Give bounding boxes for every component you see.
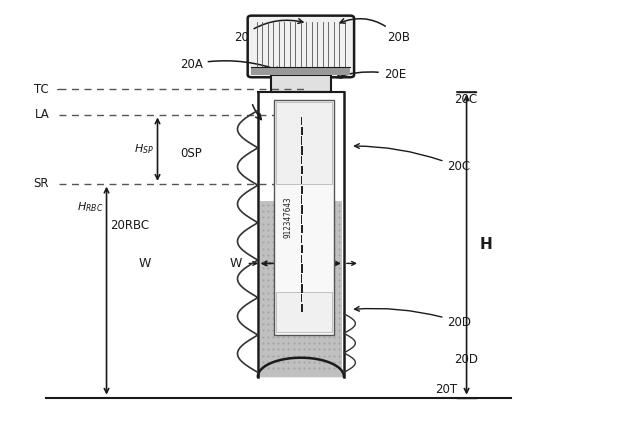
Bar [301,245,303,253]
Bar [271,75,331,92]
Text: 20E: 20E [337,68,406,81]
FancyBboxPatch shape [248,16,354,77]
Text: 20T: 20T [435,383,457,396]
Text: 20: 20 [234,19,303,43]
Polygon shape [258,358,344,376]
Text: 20C: 20C [454,93,477,106]
Bar [301,146,303,154]
Text: 20A: 20A [180,58,281,72]
Bar [301,265,303,273]
Bar [276,292,332,332]
Bar [301,166,303,174]
Bar [301,176,302,184]
Text: 20B: 20B [340,19,410,43]
Bar [301,284,303,292]
Text: TC: TC [35,83,49,96]
Text: W: W [230,257,242,270]
Text: $H_{RBC}$: $H_{RBC}$ [77,200,103,214]
Bar [301,294,302,303]
Bar [301,156,302,165]
Text: H: H [479,237,492,252]
Bar [301,225,303,233]
Bar [301,304,303,312]
Text: 912347643: 912347643 [284,197,292,238]
Polygon shape [260,359,342,376]
Bar [301,235,302,243]
Bar [301,127,303,135]
Text: $H_{SP}$: $H_{SP}$ [134,142,154,156]
Bar [301,186,303,194]
Text: 20D: 20D [454,353,478,366]
Bar [274,100,334,335]
Text: W: W [139,257,151,270]
Bar [301,254,302,263]
Text: 20RBC: 20RBC [109,219,149,232]
Bar [301,206,303,214]
Bar [301,274,302,283]
Bar [301,116,302,125]
Text: 20C: 20C [355,143,470,173]
Bar [260,200,342,376]
Bar [252,67,350,75]
Text: 0SP: 0SP [180,147,202,160]
Bar [301,195,302,204]
Text: SR: SR [34,177,49,190]
Bar [276,102,332,184]
Text: LA: LA [35,108,49,121]
Bar [301,215,302,224]
Bar [301,136,302,145]
Text: 20D: 20D [355,306,472,329]
Bar [259,92,342,376]
